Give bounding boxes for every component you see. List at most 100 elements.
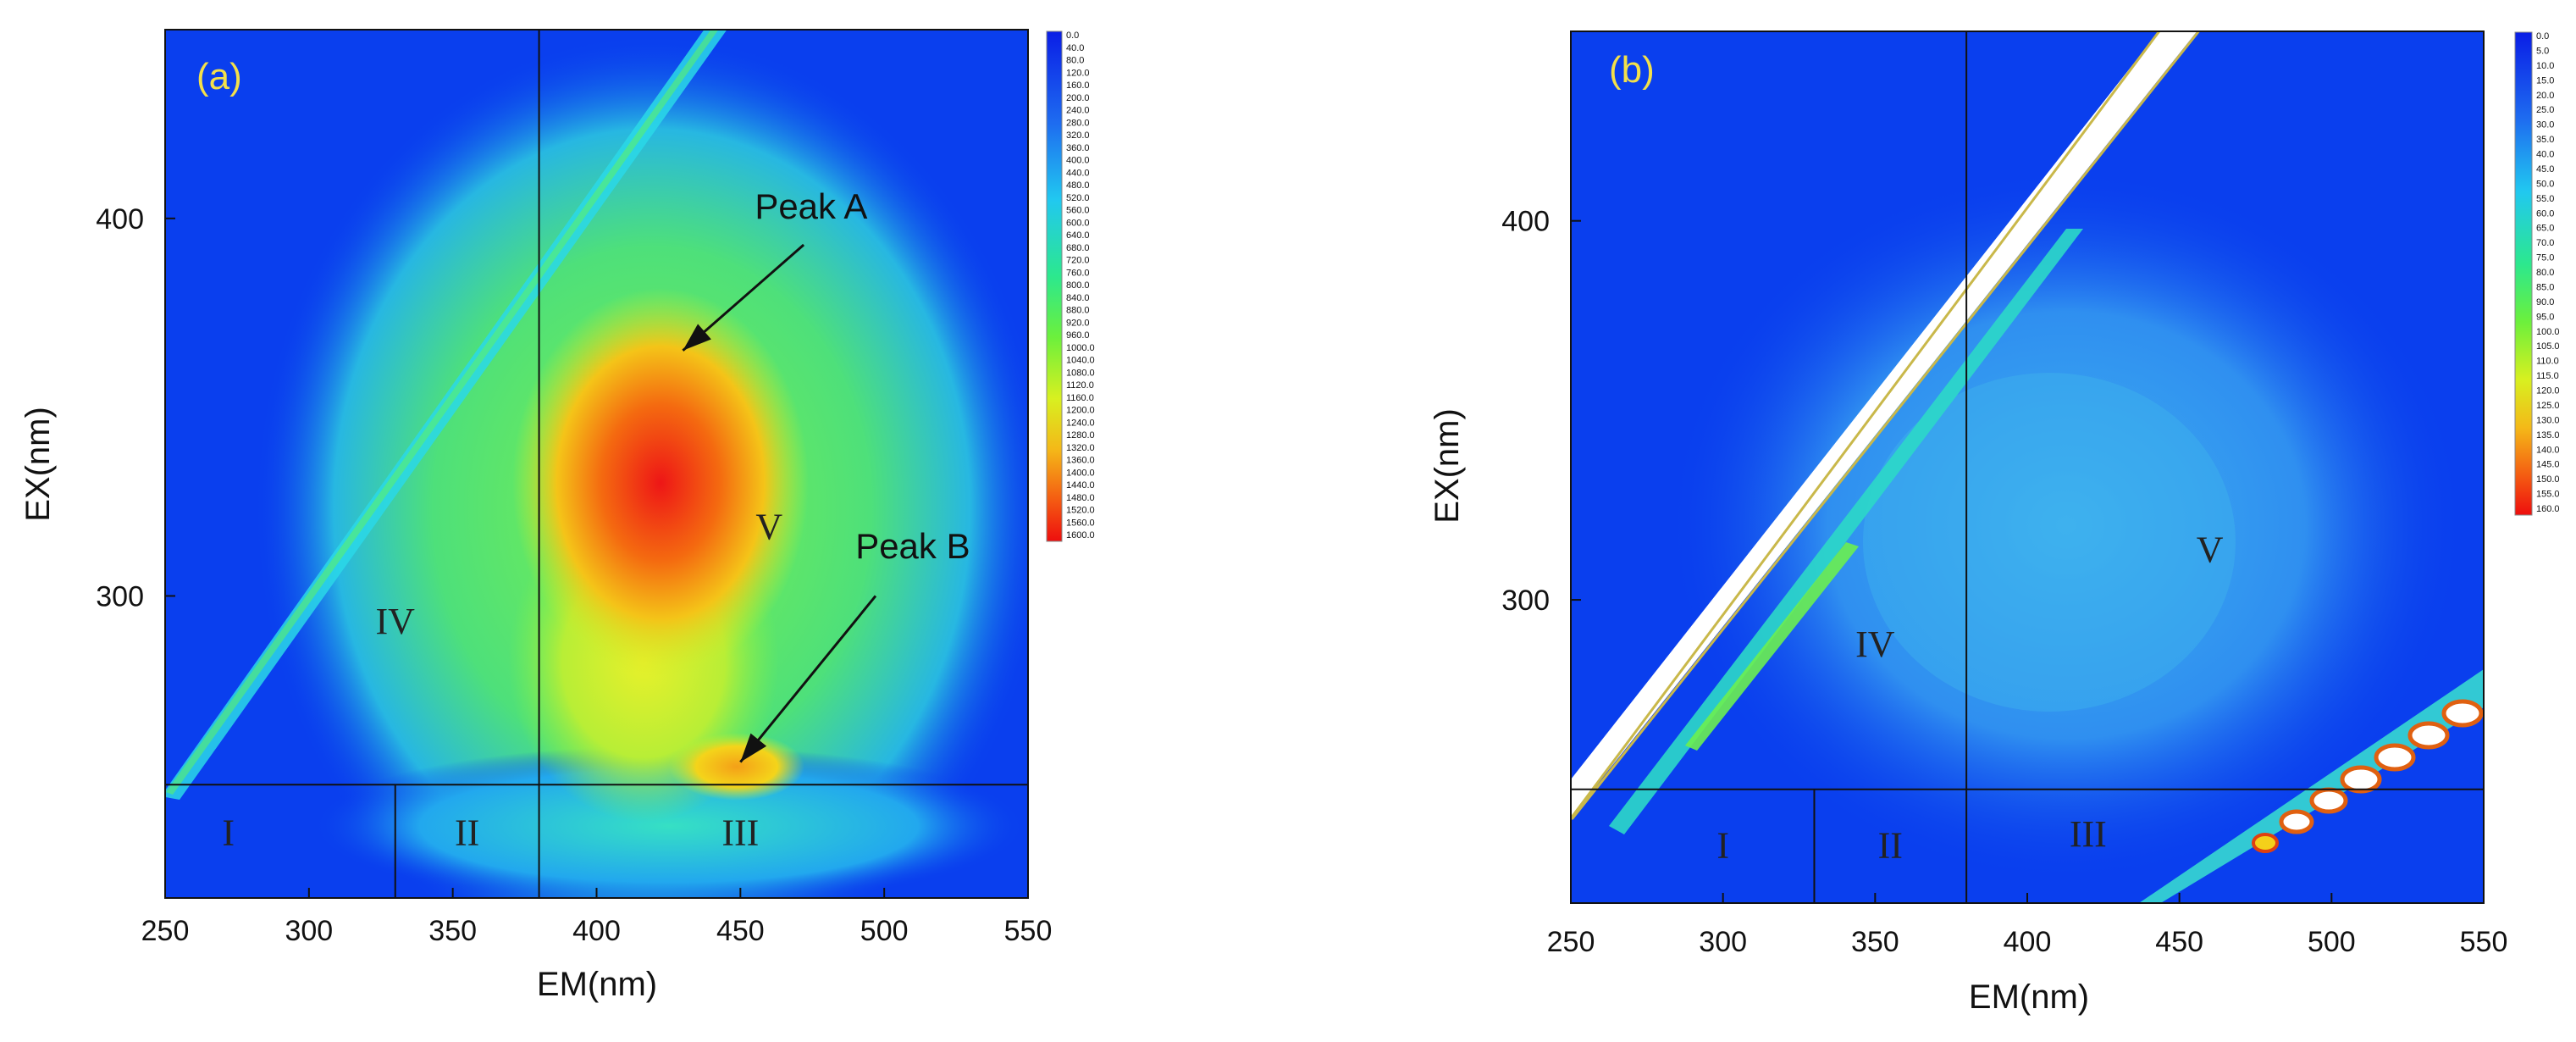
peak-arrow-head	[683, 324, 711, 351]
colorbar-tick-label: 400.0	[1066, 156, 1090, 166]
y-tick-label: 300	[96, 580, 144, 612]
peak-arrow-head	[740, 733, 767, 762]
colorbar-tick-label: 1400.0	[1066, 468, 1095, 478]
panel-b-label: (b)	[1609, 49, 1655, 91]
colorbar-tick-label: 1080.0	[1066, 368, 1095, 378]
colorbar-tick-label: 40.0	[2536, 150, 2554, 160]
colorbar-tick-label: 160.0	[2536, 504, 2560, 514]
x-tick-label: 300	[285, 915, 333, 947]
x-tick-label: 550	[2460, 926, 2508, 958]
panel-b-hot-spot	[2441, 699, 2484, 728]
region-label: I	[222, 812, 235, 854]
colorbar-tick-label: 960.0	[1066, 330, 1090, 341]
x-tick-label: 250	[141, 915, 190, 947]
panel-b-plot	[1571, 31, 2484, 903]
x-tick-label: 500	[2308, 926, 2356, 958]
x-tick-label: 350	[1851, 926, 1899, 958]
colorbar-tick-label: 800.0	[1066, 280, 1090, 291]
colorbar-tick-label: 600.0	[1066, 218, 1090, 228]
panel-b-hot-spot	[2340, 765, 2382, 794]
colorbar-tick-label: 120.0	[2536, 386, 2560, 396]
colorbar-tick-label: 360.0	[1066, 143, 1090, 153]
colorbar-tick-label: 50.0	[2536, 179, 2554, 189]
panel-a-ticks: 250 300 350 400 450 500 550 300 400	[96, 203, 1052, 947]
panel-b-inner-band-green	[1685, 542, 1859, 751]
panel-a-ylabel: EX(nm)	[19, 407, 57, 522]
colorbar-tick-label: 280.0	[1066, 118, 1090, 128]
x-tick-label: 350	[428, 915, 477, 947]
colorbar-tick-label: 1240.0	[1066, 418, 1095, 428]
panel-a-bottom-band	[313, 745, 1025, 898]
panel-a-peak-b-core	[669, 733, 804, 801]
colorbar-tick-label: 105.0	[2536, 341, 2560, 352]
colorbar-tick-label: 135.0	[2536, 430, 2560, 441]
colorbar-tick-label: 85.0	[2536, 282, 2554, 292]
colorbar-tick-label: 1440.0	[1066, 480, 1095, 491]
colorbar-tick-label: 40.0	[1066, 43, 1084, 53]
panel-a-label: (a)	[196, 56, 242, 97]
colorbar-tick-label: 1520.0	[1066, 506, 1095, 516]
colorbar-tick-label: 120.0	[1066, 68, 1090, 78]
colorbar-tick-label: 15.0	[2536, 75, 2554, 86]
y-tick-label: 400	[96, 203, 144, 236]
panel-a-plot	[165, 30, 1028, 898]
panel-a-colorbar-strip	[1047, 31, 1062, 541]
colorbar-tick-label: 440.0	[1066, 168, 1090, 178]
colorbar-tick-label: 200.0	[1066, 93, 1090, 103]
x-tick-label: 550	[1004, 915, 1053, 947]
panel-a-colorbar-frame	[1046, 30, 1063, 542]
region-label: II	[1878, 824, 1903, 866]
colorbar-tick-label: 30.0	[2536, 120, 2554, 130]
panel-b-hot-spot	[2309, 787, 2348, 814]
colorbar-tick-label: 70.0	[2536, 238, 2554, 248]
panel-b-xlabel: EM(nm)	[1969, 978, 2089, 1016]
colorbar-tick-label: 0.0	[1066, 30, 1079, 41]
y-tick-label: 300	[1501, 585, 1550, 617]
colorbar-tick-label: 0.0	[2536, 31, 2549, 42]
colorbar-tick-label: 1280.0	[1066, 430, 1095, 441]
colorbar-tick-label: 1200.0	[1066, 406, 1095, 416]
x-tick-label: 300	[1699, 926, 1747, 958]
colorbar-tick-label: 155.0	[2536, 490, 2560, 500]
colorbar-tick-label: 760.0	[1066, 268, 1090, 278]
colorbar-tick-label: 10.0	[2536, 61, 2554, 71]
region-label: IV	[376, 601, 416, 642]
peak-label: Peak B	[855, 526, 970, 566]
panel-b-colorbar-frame	[2514, 31, 2533, 516]
panel-b-colorbar-strip	[2515, 32, 2532, 515]
x-tick-label: 450	[716, 915, 765, 947]
colorbar-tick-label: 100.0	[2536, 327, 2560, 337]
panel-b-first-order-band	[1571, 31, 2197, 818]
colorbar-tick-label: 480.0	[1066, 180, 1090, 191]
colorbar-tick-label: 160.0	[1066, 80, 1090, 91]
colorbar-tick-label: 145.0	[2536, 460, 2560, 470]
panel-b-hot-spot	[2407, 721, 2450, 750]
region-label: V	[755, 507, 782, 548]
colorbar-tick-label: 1000.0	[1066, 343, 1095, 353]
panel-b-hot-spots	[2252, 699, 2484, 853]
x-tick-label: 400	[2004, 926, 2052, 958]
region-label: II	[455, 812, 479, 854]
colorbar-tick-label: 60.0	[2536, 208, 2554, 219]
colorbar-tick-label: 520.0	[1066, 193, 1090, 203]
panel-b-ticks: 250 300 350 400 450 500 550 300 400	[1501, 206, 2507, 958]
x-tick-label: 400	[572, 915, 621, 947]
panel-b-haze	[1668, 169, 2464, 881]
colorbar-tick-label: 95.0	[2536, 312, 2554, 322]
colorbar-tick-label: 25.0	[2536, 105, 2554, 115]
colorbar-tick-label: 1360.0	[1066, 456, 1095, 466]
peak-arrow-shaft	[739, 595, 877, 763]
panel-b-hot-spot	[2374, 743, 2416, 772]
colorbar-tick-label: 80.0	[1066, 56, 1084, 66]
panel-b-first-order-edge	[1571, 31, 2201, 820]
colorbar-tick-label: 45.0	[2536, 164, 2554, 175]
colorbar-tick-label: 55.0	[2536, 194, 2554, 204]
colorbar-tick-label: 1320.0	[1066, 443, 1095, 453]
colorbar-tick-label: 1480.0	[1066, 493, 1095, 503]
colorbar-tick-label: 1120.0	[1066, 380, 1094, 391]
